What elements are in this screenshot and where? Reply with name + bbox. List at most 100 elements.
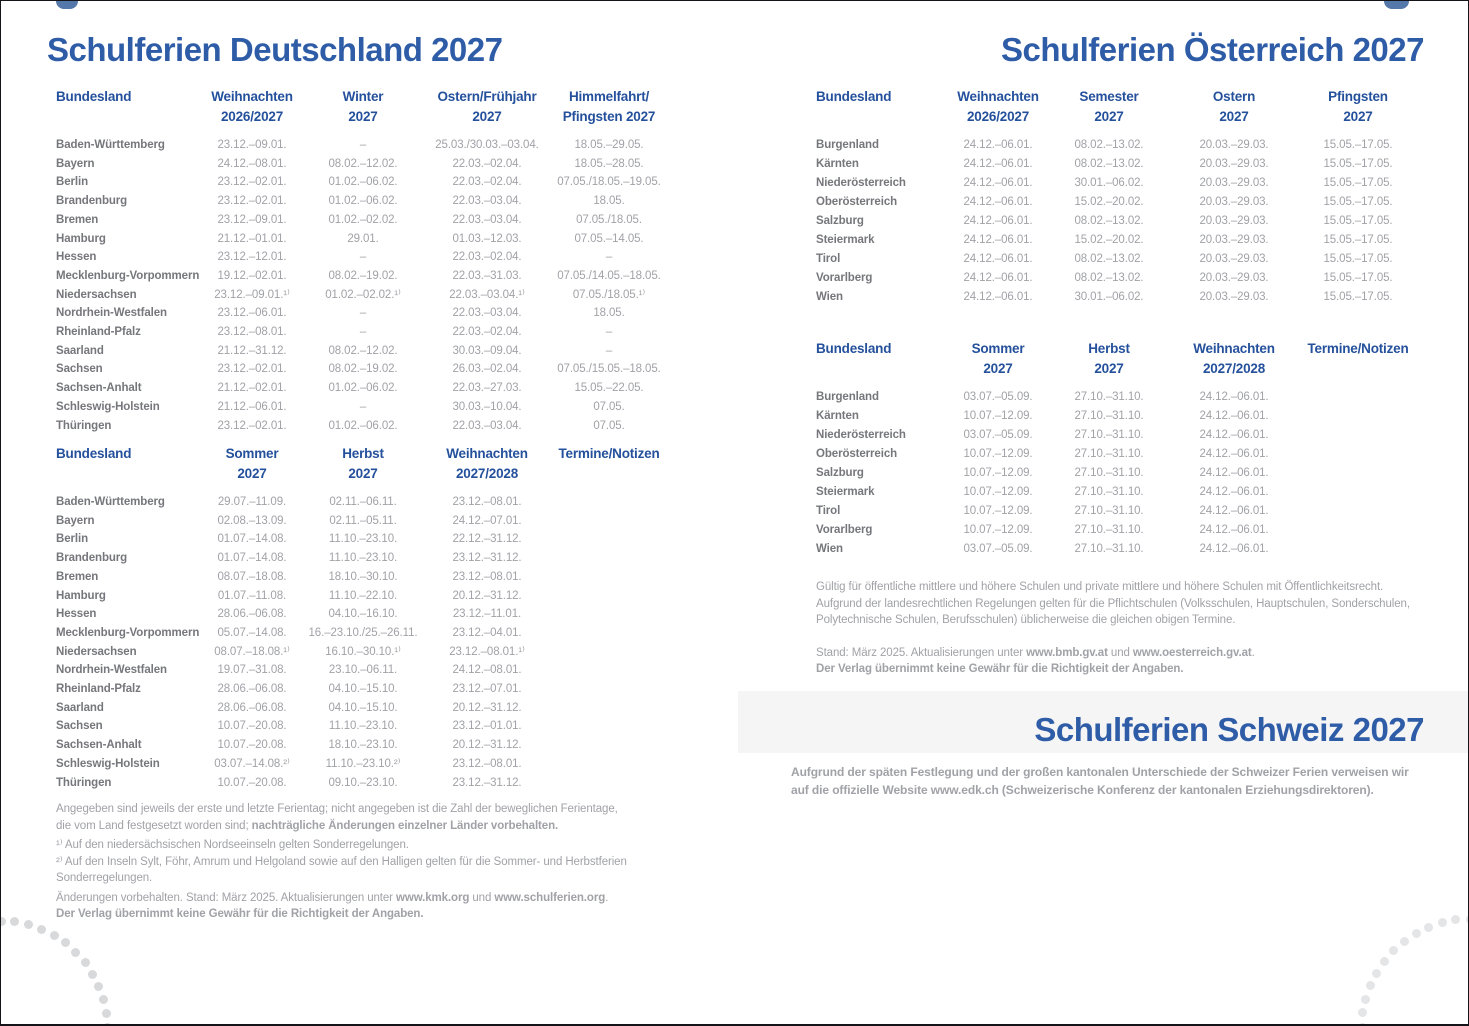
date-range: 18.05. — [593, 195, 625, 208]
switzerland-title: Schulferien Schweiz 2027 — [1034, 711, 1424, 748]
date-range: 22.03.–02.04. — [452, 251, 522, 264]
note-text: Angegeben sind jeweils der erste und let… — [56, 803, 618, 815]
dot — [10, 917, 20, 927]
date-range: 23.12.–08.01. — [452, 757, 522, 770]
date-range: – — [359, 400, 367, 413]
date-range: 23.12.–09.01. — [217, 213, 287, 226]
table-row: Sachsen 23.12.–02.01. 08.02.–19.02. 26.03.–… — [47, 360, 670, 379]
dot — [61, 938, 71, 948]
note-text: . — [1251, 646, 1255, 659]
date-range: 08.02.–19.02. — [328, 269, 398, 282]
dot — [1437, 918, 1447, 928]
state-name: Hessen — [56, 608, 97, 621]
table-row: Steiermark 24.12.–06.01. 15.02.–20.02. 20.0… — [809, 231, 1421, 250]
date-range: 24.12.–06.01. — [1199, 486, 1269, 498]
dot — [1, 916, 6, 926]
date-range: 22.03.–03.04. — [452, 307, 522, 320]
date-range: 07.05./15.05.–18.05. — [557, 363, 661, 376]
date-range: 11.10.–23.10. — [328, 720, 398, 733]
column-header: Bundesland — [56, 446, 132, 461]
date-range: 20.03.–29.03. — [1199, 177, 1269, 189]
dot — [102, 1022, 112, 1024]
date-range: 04.10.–15.10. — [328, 683, 398, 696]
table-row: Schleswig-Holstein 03.07.–14.08.²⁾ 11.10.–… — [47, 755, 670, 774]
date-range: 01.02.–02.02.¹⁾ — [325, 288, 401, 301]
table-row: Mecklenburg-Vorpommern 05.07.–14.08. 16.–2… — [47, 624, 670, 643]
germany-holidays-table-1: Bundesland Weihnachten 2026/2027 Winter 2027… — [47, 87, 670, 435]
date-range: 21.12.–02.01. — [217, 382, 287, 395]
table-row: Niederösterreich 03.07.–05.09. 27.10.–31.1… — [809, 426, 1421, 445]
date-range: 24.12.–06.01. — [963, 158, 1033, 170]
table-row: Oberösterreich 10.07.–12.09. 27.10.–31.10.… — [809, 445, 1421, 464]
note-text: und — [469, 891, 495, 904]
date-range: 21.12.–01.01. — [217, 232, 287, 245]
table-row: Baden-Württemberg 23.12.–09.01. – 25.03./30… — [47, 136, 670, 155]
dot — [49, 930, 59, 940]
state-name: Thüringen — [56, 419, 112, 432]
table-row: Wien 03.07.–05.09. 27.10.–31.10. 24.12.–06.… — [809, 540, 1421, 559]
table-row: Vorarlberg 10.07.–12.09. 27.10.–31.10. 24.1… — [809, 521, 1421, 540]
date-range: 10.07.–12.09. — [963, 524, 1033, 536]
state-name: Sachsen-Anhalt — [56, 382, 142, 395]
date-range: 20.03.–29.03. — [1199, 253, 1269, 265]
note-text: . — [605, 891, 609, 904]
date-range: 19.12.–02.01. — [217, 269, 287, 282]
date-range: 21.12.–31.12. — [217, 344, 287, 357]
date-range: 08.02.–13.02. — [1074, 139, 1144, 151]
note-text: Aufgrund der landesrechtlichen Regelunge… — [816, 597, 1410, 610]
note-text: Polytechnische Schulen, Berufsschulen) ü… — [816, 614, 1236, 626]
dot — [1389, 946, 1399, 956]
date-range: 20.03.–29.03. — [1199, 215, 1269, 227]
note-text: Gültig für öffentliche mittlere und höhe… — [816, 581, 1384, 593]
date-range: 27.10.–31.10. — [1074, 410, 1144, 422]
austria-holidays-table-2: Bundesland Sommer 2027 Herbst 2027 Weihnachte… — [809, 339, 1421, 559]
date-range: 20.12.–31.12. — [452, 589, 522, 602]
date-range: – — [359, 307, 367, 320]
state-name: Nordrhein-Westfalen — [56, 664, 167, 677]
date-range: 27.10.–31.10. — [1074, 486, 1144, 498]
state-name: Bremen — [56, 213, 99, 226]
date-range: 24.12.–06.01. — [963, 196, 1033, 208]
date-range: 07.05. — [593, 419, 625, 432]
date-range: 21.12.–06.01. — [217, 400, 287, 413]
date-range: 22.03.–27.03. — [452, 382, 522, 395]
date-range: 20.03.–29.03. — [1199, 139, 1269, 151]
table-row: Sachsen 10.07.–20.08. 11.10.–23.10. 23.12.–… — [47, 717, 670, 736]
column-header: Sommer 2027 — [971, 341, 1025, 376]
table-row: Sachsen-Anhalt 10.07.–20.08. 18.10.–23.10.… — [47, 736, 670, 755]
date-range: 08.02.–12.02. — [328, 157, 398, 170]
table-row: Mecklenburg-Vorpommern 19.12.–02.01. 08.02… — [47, 267, 670, 286]
state-name: Bayern — [56, 514, 95, 527]
austria-footnotes: Gültig für öffentliche mittlere und höhe… — [816, 579, 1456, 678]
date-range: 23.12.–09.01.¹⁾ — [214, 288, 290, 301]
state-name: Kärnten — [816, 158, 859, 170]
date-range: 10.07.–12.09. — [963, 410, 1033, 422]
note-line: Aufgrund der landesrechtlichen Regelunge… — [816, 596, 1456, 613]
date-range: 16.10.–30.10.¹⁾ — [325, 645, 401, 658]
date-range: 22.03.–02.04. — [452, 326, 522, 339]
date-range: 23.12.–08.01. — [452, 570, 522, 583]
column-header: Weihnachten 2027/2028 — [446, 446, 528, 481]
note-line: Stand: März 2025. Aktualisierungen unter… — [816, 645, 1456, 662]
table-row: Tirol 24.12.–06.01. 08.02.–13.02. 20.03.–29… — [809, 250, 1421, 269]
table-header-row: Bundesland Sommer 2027 Herbst 2027 Weihnachte… — [809, 339, 1421, 379]
date-range: 15.05.–17.05. — [1323, 234, 1393, 246]
date-range: 23.12.–04.01. — [452, 626, 522, 639]
note-text-bold: www.oesterreich.gv.at — [1132, 646, 1252, 659]
date-range: 08.02.–13.02. — [1074, 272, 1144, 284]
date-range: 23.12.–02.01. — [217, 195, 287, 208]
date-range: 08.02.–13.02. — [1074, 158, 1144, 170]
date-range: 30.03.–09.04. — [452, 344, 522, 357]
date-range: 23.12.–02.01. — [217, 176, 287, 189]
table-row: Wien 24.12.–06.01. 30.01.–06.02. 20.03.–29.… — [809, 288, 1421, 307]
date-range: 22.03.–03.04. — [452, 419, 522, 432]
note-line: Gültig für öffentliche mittlere und höhe… — [816, 579, 1456, 596]
date-range: 23.12.–08.01. — [452, 496, 522, 508]
date-range: 28.06.–06.08. — [217, 683, 287, 696]
state-name: Wien — [816, 291, 843, 303]
table-row: Hessen 23.12.–12.01. – 22.03.–02.04. – — [47, 248, 670, 267]
date-range: 24.12.–06.01. — [1199, 505, 1269, 517]
table-row: Salzburg 24.12.–06.01. 08.02.–13.02. 20.03.… — [809, 212, 1421, 231]
state-name: Tirol — [816, 505, 841, 517]
table-row: Oberösterreich 24.12.–06.01. 15.02.–20.02.… — [809, 193, 1421, 212]
